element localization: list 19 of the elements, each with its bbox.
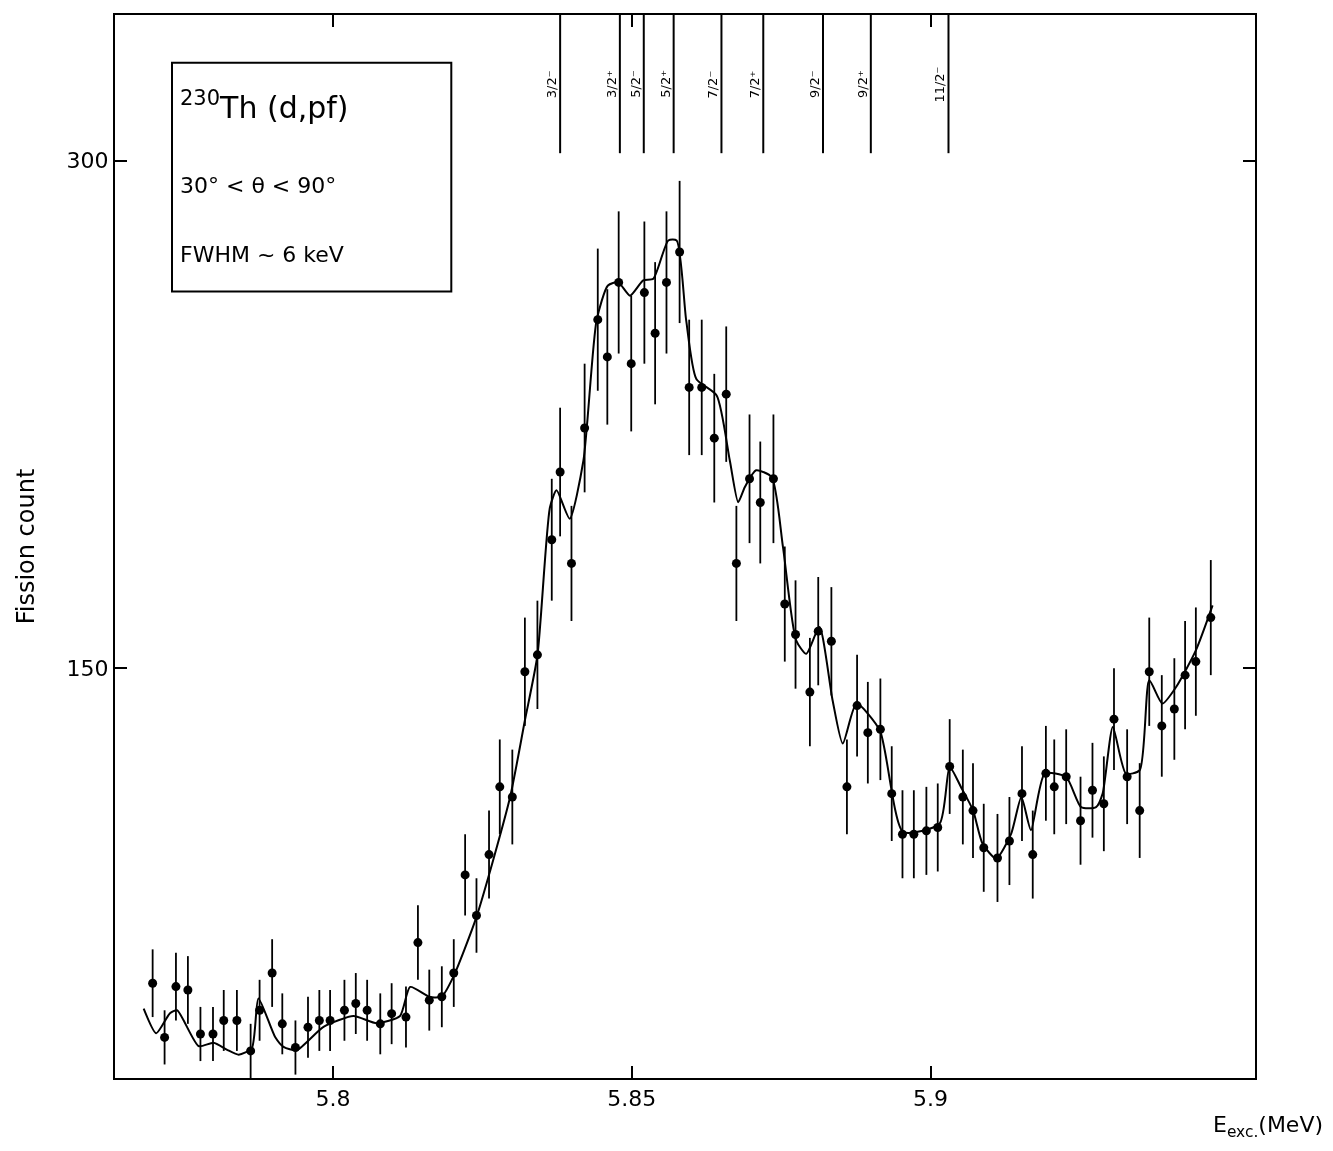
y-tick-label: 300 — [66, 148, 109, 174]
x-tick-label: 5.9 — [913, 1086, 949, 1112]
ref-line-label: 5/2⁻ — [627, 70, 643, 98]
ref-line-label: 5/2⁺ — [657, 69, 673, 98]
x-tick-label: 5.8 — [315, 1086, 351, 1112]
annotation: FWHM ~ 6 keV — [180, 242, 344, 267]
ref-line-label: 7/2⁻ — [705, 70, 721, 99]
ref-line-label: 9/2⁺ — [854, 70, 870, 98]
ref-line-label: 7/2⁺ — [747, 70, 763, 99]
ref-line-label: 9/2⁻ — [806, 70, 822, 99]
annotation: $^{230}$Th (d,pf) — [180, 86, 349, 125]
ref-line-label: 3/2⁻ — [544, 70, 560, 99]
ref-line-label: 11/2⁻ — [932, 66, 948, 103]
annotation: 30° < θ < 90° — [180, 173, 337, 198]
x-tick-label: 5.85 — [607, 1086, 657, 1112]
y-axis-title: Fission count — [12, 468, 41, 625]
x-axis-title: E$_{exc.}$(MeV) — [1213, 1112, 1324, 1141]
y-tick-label: 150 — [66, 656, 109, 682]
ref-line-label: 3/2⁺ — [603, 70, 619, 98]
